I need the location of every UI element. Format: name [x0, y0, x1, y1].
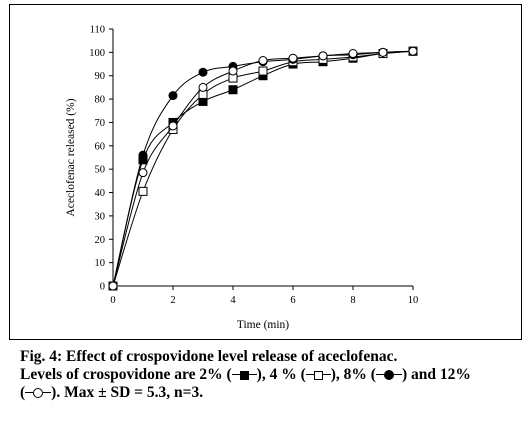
series-open-square	[108, 46, 418, 291]
series-open-circle	[108, 46, 418, 291]
y-tick-label: 20	[95, 235, 106, 246]
data-point-filled-circle	[198, 67, 208, 77]
y-tick-label: 100	[89, 48, 105, 59]
series-filled-square	[108, 46, 418, 291]
y-tick-label: 80	[95, 95, 106, 106]
legend-filled-square-icon	[239, 371, 249, 380]
x-tick-label: 10	[408, 295, 419, 306]
data-point-open-circle	[378, 47, 388, 57]
data-point-open-circle	[138, 168, 148, 178]
data-point-open-circle	[288, 53, 298, 63]
y-tick-label: 70	[95, 118, 106, 129]
y-tick-label: 10	[95, 258, 106, 269]
legend-filled-circle-icon	[383, 370, 394, 380]
y-tick-label: 0	[100, 282, 105, 293]
figure-caption: Fig. 4: Effect of crospovidone level rel…	[20, 348, 520, 402]
data-point-open-square	[258, 66, 268, 76]
data-point-open-circle	[318, 51, 328, 61]
x-tick-label: 4	[230, 295, 236, 306]
series-filled-circle	[108, 46, 418, 291]
series-line	[112, 50, 414, 287]
caption-line-2: Levels of crospovidone are 2% (), 4 % ()…	[20, 366, 471, 383]
y-tick-label: 50	[95, 165, 106, 176]
y-tick-label: 60	[95, 141, 106, 152]
data-point-open-circle	[168, 121, 178, 131]
x-axis-label: Time (min)	[237, 319, 289, 331]
series-line	[112, 50, 414, 287]
y-tick-label: 110	[90, 25, 105, 36]
data-point-open-circle	[348, 49, 358, 59]
data-point-open-circle	[258, 56, 268, 66]
x-tick-label: 8	[350, 295, 355, 306]
caption-title: Fig. 4: Effect of crospovidone level rel…	[20, 348, 398, 365]
y-tick-label: 30	[95, 211, 106, 222]
data-point-open-circle	[408, 46, 418, 56]
release-chart: 0 10 20 30 40 50 60 70 80 90 100 110 0 2 4 6 8 10 Time (mi…	[65, 25, 419, 332]
data-point-filled-circle	[138, 150, 148, 160]
legend-open-circle-icon	[33, 388, 44, 398]
data-point-open-circle	[198, 82, 208, 92]
x-tick-label: 2	[170, 295, 175, 306]
data-point-open-square	[138, 186, 148, 196]
y-axis-label: Aceclofenac released (%)	[65, 98, 77, 216]
x-tick-label: 0	[110, 295, 115, 306]
series-line	[112, 50, 414, 287]
data-point-open-circle	[108, 281, 118, 291]
x-tick-label: 6	[290, 295, 295, 306]
data-point-filled-square	[228, 85, 238, 95]
y-tick-label: 40	[95, 188, 106, 199]
y-tick-label: 90	[95, 71, 106, 82]
data-point-open-circle	[228, 66, 238, 76]
chart-frame: 0 10 20 30 40 50 60 70 80 90 100 110 0 2 4 6 8 10 Time (mi…	[9, 4, 522, 340]
legend-open-square-icon	[313, 371, 323, 380]
data-point-filled-circle	[168, 91, 178, 101]
series-line	[112, 50, 414, 287]
caption-line-3: (). Max ± SD = 5.3, n=3.	[20, 384, 204, 401]
